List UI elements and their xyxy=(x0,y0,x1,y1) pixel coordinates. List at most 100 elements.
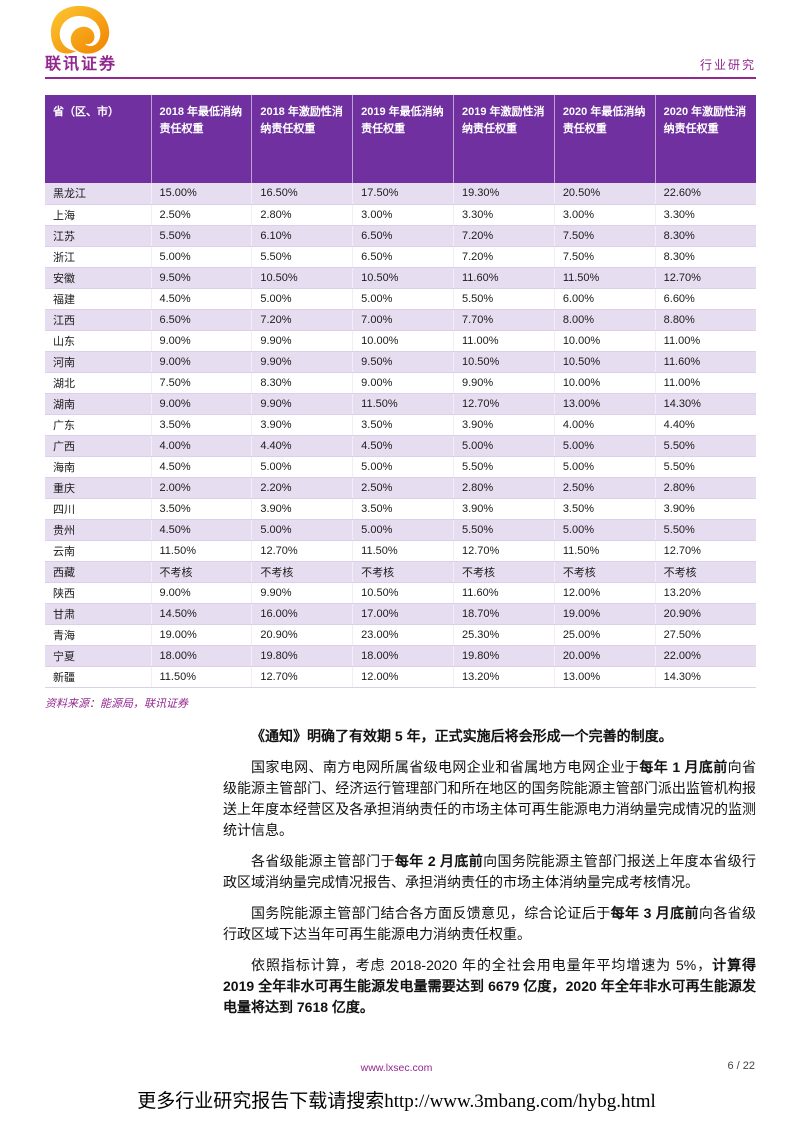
value-cell: 8.00% xyxy=(554,309,656,331)
value-cell: 18.70% xyxy=(453,603,555,625)
table-row: 新疆 11.50% 12.70% 12.00% 13.20% 13.00% 14.30% xyxy=(45,666,756,688)
value-cell: 12.00% xyxy=(352,666,454,688)
table-row: 广西 4.00% 4.40% 4.50% 5.00% 5.00% 5.50% xyxy=(45,435,756,457)
value-cell: 11.50% xyxy=(554,267,656,289)
report-type-label: 行业研究 xyxy=(699,58,756,72)
value-cell: 12.70% xyxy=(251,540,354,562)
value-cell: 11.50% xyxy=(352,540,454,562)
value-cell: 不考核 xyxy=(151,561,253,583)
value-cell: 4.50% xyxy=(352,435,454,457)
value-cell: 10.00% xyxy=(554,330,656,352)
value-cell: 20.90% xyxy=(251,624,354,646)
value-cell: 13.20% xyxy=(453,666,555,688)
plain-text: 向各省级行政区域下达当年可再生能源电力消纳责任权重。 xyxy=(223,904,756,942)
value-cell: 10.50% xyxy=(352,267,454,289)
brand-logo-text: 联讯证券 xyxy=(45,56,118,73)
value-cell: 2.80% xyxy=(251,204,354,226)
value-cell: 16.50% xyxy=(251,183,354,205)
download-notice: 更多行业研究报告下载请搜索http://www.3mbang.com/hybg.… xyxy=(137,1091,656,1112)
table-row: 浙江 5.00% 5.50% 6.50% 7.20% 7.50% 8.30% xyxy=(45,246,756,268)
table-row: 甘肃 14.50% 16.00% 17.00% 18.70% 19.00% 20.90% xyxy=(45,603,756,625)
table-row: 江苏 5.50% 6.10% 6.50% 7.20% 7.50% 8.30% xyxy=(45,225,756,247)
value-cell: 9.50% xyxy=(151,267,253,289)
value-cell: 3.30% xyxy=(453,204,555,226)
value-cell: 3.50% xyxy=(151,414,253,436)
table-row: 贵州 4.50% 5.00% 5.00% 5.50% 5.00% 5.50% xyxy=(45,519,756,541)
value-cell: 22.00% xyxy=(655,645,756,667)
province-cell: 河南 xyxy=(45,351,152,373)
province-cell: 广西 xyxy=(45,435,152,457)
page-number: 6 / 22 xyxy=(727,1060,755,1072)
value-cell: 5.00% xyxy=(352,456,454,478)
emphasis-text: 《通知》明确了有效期 5 年，正式实施后将会形成一个完善的制度。 xyxy=(251,727,673,744)
plain-text: 依照指标计算，考虑 2018-2020 年的全社会用电量年平均增速为 5%， xyxy=(251,956,713,973)
table-row: 西藏 不考核 不考核 不考核 不考核 不考核 不考核 xyxy=(45,561,756,583)
value-cell: 2.50% xyxy=(554,477,656,499)
value-cell: 11.60% xyxy=(655,351,756,373)
main-content: 省（区、市） 2018 年最低消纳责任权重 2018 年激励性消纳责任权重 2019 … xyxy=(45,95,756,1028)
table-row: 河南 9.00% 9.90% 9.50% 10.50% 10.50% 11.60% xyxy=(45,351,756,373)
body-paragraph: 《通知》明确了有效期 5 年，正式实施后将会形成一个完善的制度。 xyxy=(223,726,756,747)
value-cell: 14.30% xyxy=(655,393,756,415)
value-cell: 9.00% xyxy=(151,393,253,415)
value-cell: 7.50% xyxy=(151,372,253,394)
province-cell: 湖南 xyxy=(45,393,152,415)
column-header: 2019 年最低消纳责任权重 xyxy=(352,95,454,183)
value-cell: 18.00% xyxy=(151,645,253,667)
plain-text: 国务院能源主管部门结合各方面反馈意见，综合论证后于 xyxy=(251,904,611,921)
value-cell: 5.00% xyxy=(251,456,354,478)
value-cell: 7.20% xyxy=(251,309,354,331)
value-cell: 19.80% xyxy=(251,645,354,667)
value-cell: 7.50% xyxy=(554,225,656,247)
value-cell: 8.80% xyxy=(655,309,756,331)
value-cell: 9.90% xyxy=(453,372,555,394)
value-cell: 3.50% xyxy=(352,498,454,520)
column-header: 2018 年最低消纳责任权重 xyxy=(151,95,253,183)
value-cell: 22.60% xyxy=(655,183,756,205)
province-cell: 黑龙江 xyxy=(45,183,152,205)
value-cell: 不考核 xyxy=(352,561,454,583)
value-cell: 13.00% xyxy=(554,393,656,415)
province-cell: 湖北 xyxy=(45,372,152,394)
value-cell: 2.80% xyxy=(655,477,756,499)
table-row: 黑龙江 15.00% 16.50% 17.50% 19.30% 20.50% 22.60% xyxy=(45,183,756,205)
province-cell: 广东 xyxy=(45,414,152,436)
value-cell: 10.50% xyxy=(554,351,656,373)
value-cell: 11.60% xyxy=(453,582,555,604)
body-paragraph: 依照指标计算，考虑 2018-2020 年的全社会用电量年平均增速为 5%，计算… xyxy=(223,955,756,1018)
value-cell: 7.20% xyxy=(453,246,555,268)
value-cell: 11.00% xyxy=(655,372,756,394)
consumption-weights-table: 省（区、市） 2018 年最低消纳责任权重 2018 年激励性消纳责任权重 2019 … xyxy=(45,95,756,688)
page-header: 联讯证券 行业研究 xyxy=(45,0,756,79)
province-cell: 江苏 xyxy=(45,225,152,247)
table-row: 宁夏 18.00% 19.80% 18.00% 19.80% 20.00% 22.00% xyxy=(45,645,756,667)
value-cell: 7.20% xyxy=(453,225,555,247)
value-cell: 14.50% xyxy=(151,603,253,625)
value-cell: 9.00% xyxy=(151,330,253,352)
value-cell: 6.10% xyxy=(251,225,354,247)
value-cell: 3.50% xyxy=(352,414,454,436)
value-cell: 25.30% xyxy=(453,624,555,646)
value-cell: 4.50% xyxy=(151,288,253,310)
value-cell: 5.50% xyxy=(655,435,756,457)
value-cell: 20.00% xyxy=(554,645,656,667)
column-header: 省（区、市） xyxy=(45,95,152,183)
province-cell: 浙江 xyxy=(45,246,152,268)
province-cell: 海南 xyxy=(45,456,152,478)
value-cell: 2.00% xyxy=(151,477,253,499)
value-cell: 8.30% xyxy=(655,246,756,268)
value-cell: 5.00% xyxy=(251,519,354,541)
value-cell: 不考核 xyxy=(655,561,756,583)
table-row: 安徽 9.50% 10.50% 10.50% 11.60% 11.50% 12.70% xyxy=(45,267,756,289)
value-cell: 3.90% xyxy=(453,498,555,520)
province-cell: 四川 xyxy=(45,498,152,520)
value-cell: 12.70% xyxy=(453,540,555,562)
value-cell: 17.00% xyxy=(352,603,454,625)
value-cell: 7.00% xyxy=(352,309,454,331)
body-paragraph: 国务院能源主管部门结合各方面反馈意见，综合论证后于每年 3 月底前向各省级行政区… xyxy=(223,903,756,945)
value-cell: 15.00% xyxy=(151,183,253,205)
table-row: 云南 11.50% 12.70% 11.50% 12.70% 11.50% 12.70% xyxy=(45,540,756,562)
value-cell: 11.50% xyxy=(151,540,253,562)
value-cell: 13.20% xyxy=(655,582,756,604)
